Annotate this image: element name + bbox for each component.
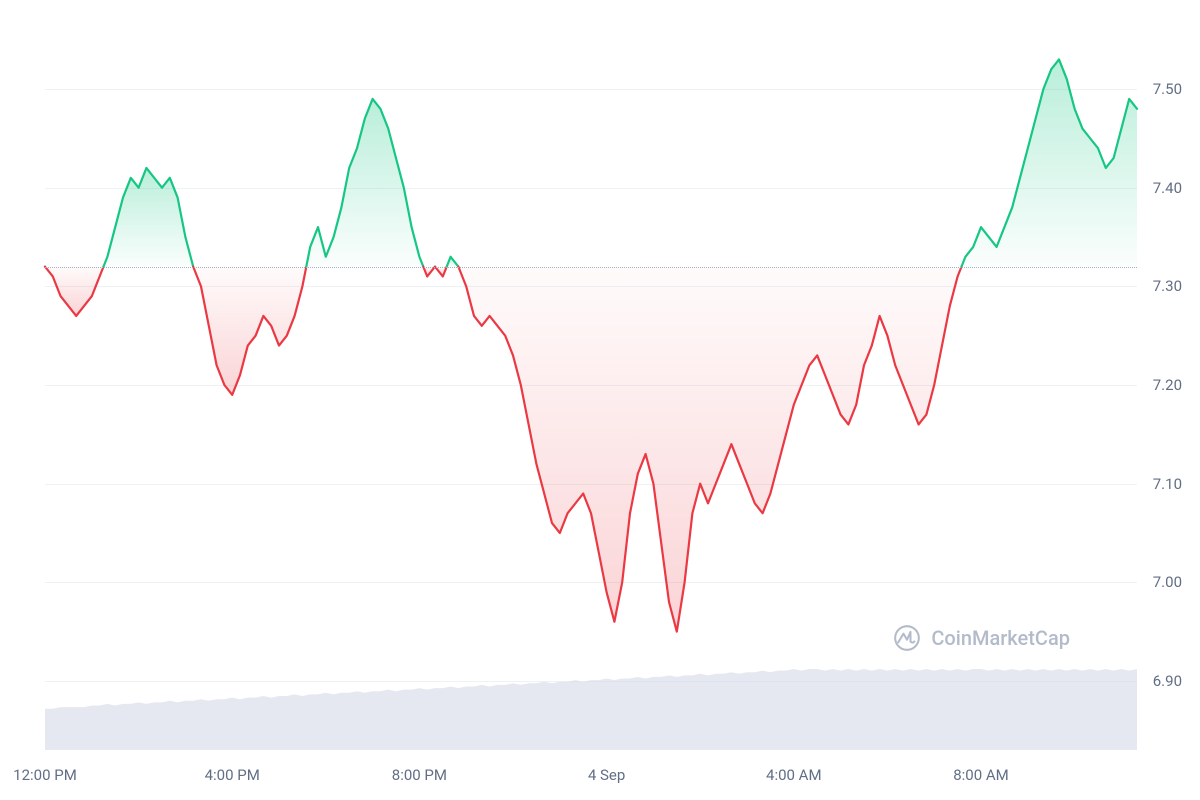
baseline	[45, 267, 1137, 268]
y-axis-label: 7.20	[1153, 376, 1182, 394]
y-axis-label: 7.00	[1153, 573, 1182, 591]
y-axis-label: 7.50	[1153, 80, 1182, 98]
watermark: CoinMarketCap	[893, 624, 1070, 652]
x-axis-label: 4:00 AM	[766, 766, 822, 784]
volume-bars	[45, 660, 1137, 750]
x-axis-label: 8:00 AM	[953, 766, 1009, 784]
y-axis-label: 7.40	[1153, 179, 1182, 197]
y-axis-label: 6.90	[1153, 672, 1182, 690]
y-axis-label: 7.30	[1153, 277, 1182, 295]
price-chart[interactable]: 6.90 7.00 7.10 7.20 7.30 7.40 7.50 12:00 PM 4:0…	[0, 0, 1200, 800]
x-axis-label: 4 Sep	[588, 766, 625, 784]
y-axis-label: 7.10	[1153, 475, 1182, 493]
x-axis-label: 12:00 PM	[13, 766, 77, 784]
watermark-text: CoinMarketCap	[931, 626, 1070, 650]
x-axis-label: 4:00 PM	[205, 766, 260, 784]
x-axis-label: 8:00 PM	[392, 766, 447, 784]
coinmarketcap-icon	[893, 624, 921, 652]
